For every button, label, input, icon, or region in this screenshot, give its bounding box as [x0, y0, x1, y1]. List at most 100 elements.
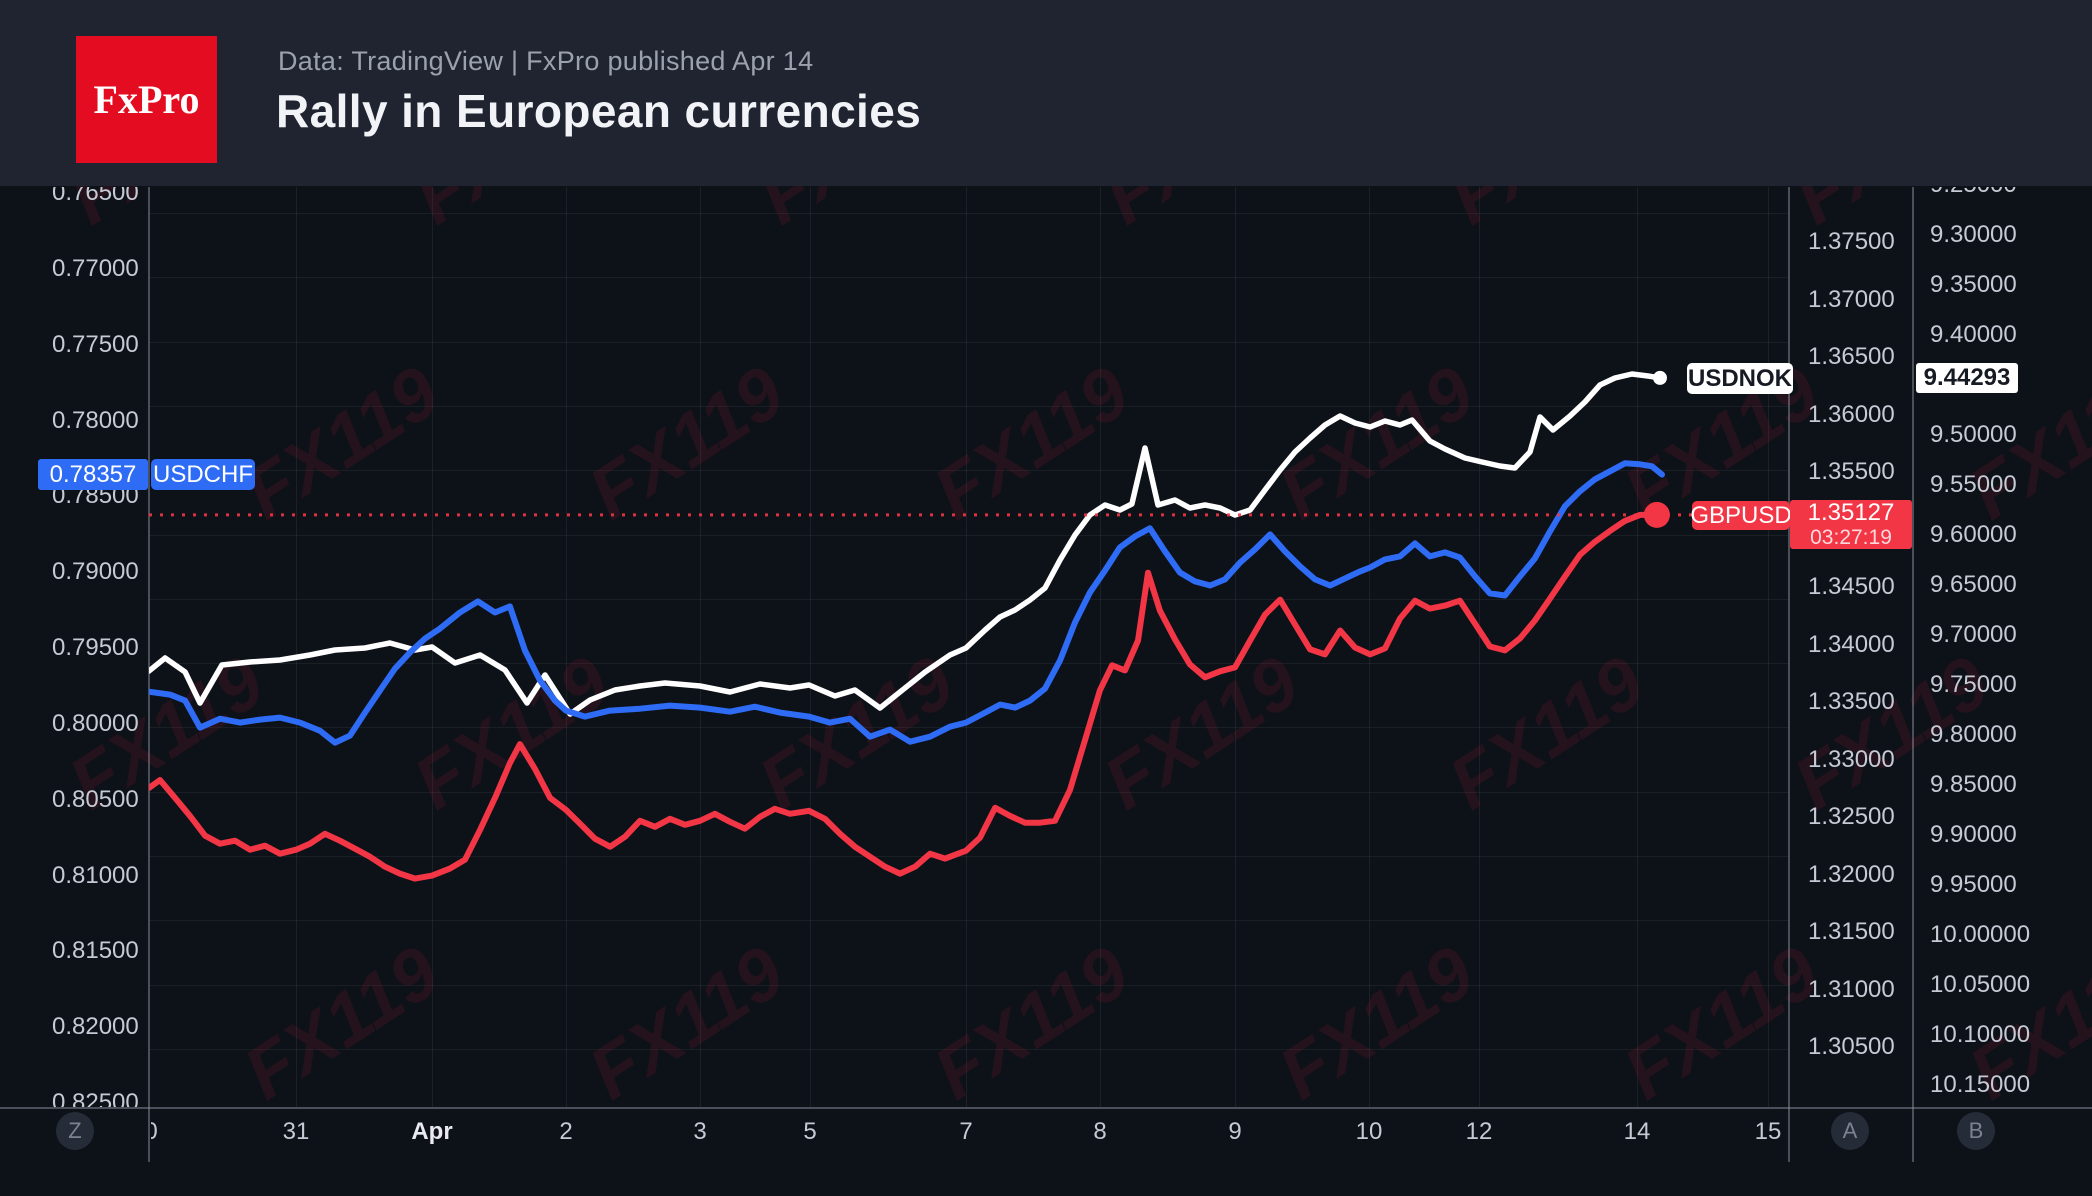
fxpro-logo: FxPro: [76, 36, 217, 163]
vertical-gridline: [1479, 187, 1480, 1107]
timezone-button[interactable]: Z: [56, 1112, 94, 1150]
horizontal-gridline: [149, 599, 1788, 600]
x-tick-5: 5: [803, 1118, 817, 1145]
horizontal-gridline: [149, 535, 1788, 536]
axis2-settings-button[interactable]: B: [1957, 1112, 1995, 1150]
right1-axis-tick: 1.36000: [1808, 400, 1895, 428]
right1-axis-tick: 1.31000: [1808, 975, 1895, 1003]
right1-axis-tick: 1.34000: [1808, 630, 1895, 658]
right2-axis-tick: 10.00000: [1930, 921, 2031, 948]
x-tick-Apr: Apr: [411, 1118, 453, 1145]
page-title: Rally in European currencies: [276, 85, 922, 137]
right2-axis-tick: 9.95000: [1930, 871, 2017, 898]
vertical-gridline: [1235, 187, 1236, 1107]
left-axis-tick: 0.80500: [52, 785, 139, 813]
header-bar: FxPro Data: TradingView | FxPro publishe…: [0, 0, 2092, 186]
gbpusd-line[interactable]: [149, 511, 1660, 882]
vertical-gridline: [810, 187, 811, 1107]
horizontal-gridline: [149, 663, 1788, 664]
x-tick-partial-30: 30: [151, 1118, 158, 1145]
right1-axis-tick: 1.30500: [1808, 1033, 1895, 1060]
right2-axis-tick: 9.30000: [1930, 221, 2017, 248]
right1-axis-tick: 1.36500: [1808, 343, 1895, 370]
left-axis-tick: 0.78000: [52, 406, 139, 434]
right2-axis-tick: 9.25000: [1930, 187, 2017, 197]
usdnok-price-label: 9.44293: [1916, 363, 2018, 393]
gbpusd-series-tag: GBPUSD: [1690, 501, 1792, 530]
horizontal-gridline: [149, 1049, 1788, 1050]
horizontal-gridline: [149, 406, 1788, 407]
x-tick-31: 31: [282, 1118, 310, 1145]
x-tick-3: 3: [693, 1118, 707, 1145]
right2-axis-tick: 9.35000: [1930, 271, 2017, 298]
right1-axis-tick: 1.32500: [1808, 803, 1895, 830]
right1-axis-tick: 1.37500: [1808, 228, 1895, 255]
left-axis-tick: 0.79000: [52, 558, 139, 586]
chart-source-subtitle: Data: TradingView | FxPro published Apr …: [278, 46, 814, 76]
right1-axis-tick: 1.32000: [1808, 860, 1895, 888]
vertical-gridline: [296, 187, 297, 1107]
right2-axis-tick: 10.15000: [1930, 1071, 2031, 1098]
usdchf-series-tag: USDCHF: [151, 459, 255, 490]
gbpusd-price-countdown-label: 1.35127 03:27:19: [1790, 500, 1912, 549]
horizontal-gridline: [149, 920, 1788, 921]
x-tick-7: 7: [959, 1118, 973, 1145]
vertical-gridline: [700, 187, 701, 1107]
horizontal-gridline: [149, 792, 1788, 793]
left-axis-tick: 0.77500: [52, 330, 139, 358]
right1-axis-tick: 1.34500: [1808, 573, 1895, 600]
x-tick-9: 9: [1228, 1118, 1242, 1145]
horizontal-gridline: [149, 213, 1788, 214]
time-axis-line: [0, 1107, 2092, 1109]
left-axis-tick: 0.80000: [52, 709, 139, 737]
right2-axis-tick: 10.05000: [1930, 971, 2031, 998]
axis1-settings-button[interactable]: A: [1831, 1112, 1869, 1150]
right2-axis-tick: 9.80000: [1930, 721, 2017, 748]
horizontal-gridline: [149, 470, 1788, 471]
gbpusd-end-dot: [1643, 501, 1670, 528]
right-price-axis-usdnok[interactable]: 9.250009.300009.350009.400009.450009.500…: [1914, 187, 2092, 1107]
left-axis-tick: 0.82000: [52, 1013, 139, 1041]
left-price-axis-usdchf[interactable]: 0.76500 0.77000 0.77500 0.78000 0.78500 0.790…: [0, 187, 148, 1107]
right2-axis-tick: 9.75000: [1930, 671, 2017, 698]
left-axis-tick: 0.81000: [52, 861, 139, 889]
fxpro-logo-text: FxPro: [93, 77, 200, 122]
x-tick-15: 15: [1754, 1118, 1782, 1145]
horizontal-gridline: [149, 277, 1788, 278]
usdnok-series-tag: USDNOK: [1687, 363, 1793, 394]
horizontal-gridline: [149, 727, 1788, 728]
right2-axis-tick: 10.10000: [1930, 1021, 2031, 1048]
vertical-gridline: [1768, 187, 1769, 1107]
vertical-gridline: [566, 187, 567, 1107]
right-price-axis-gbpusd[interactable]: 1.37500 1.37000 1.36500 1.36000 1.35500 1.345…: [1790, 187, 1911, 1107]
x-tick-12: 12: [1465, 1118, 1493, 1145]
x-tick-8: 8: [1093, 1118, 1107, 1145]
x-tick-10: 10: [1355, 1118, 1383, 1145]
left-axis-tick: 0.81500: [52, 937, 139, 965]
x-tick-14: 14: [1623, 1118, 1651, 1145]
right2-axis-tick: 9.85000: [1930, 771, 2017, 798]
right1-axis-tick: 1.37000: [1808, 285, 1895, 313]
right1-axis-tick: 1.31500: [1808, 918, 1895, 945]
right1-axis-tick: 1.33500: [1808, 688, 1895, 715]
right2-axis-tick: 9.40000: [1930, 321, 2017, 348]
left-axis-tick: 0.82500: [52, 1089, 139, 1108]
usdnok-end-dot: [1652, 370, 1667, 385]
right2-axis-tick: 9.70000: [1930, 621, 2017, 648]
horizontal-gridline: [149, 342, 1788, 343]
left-axis-tick: 0.79500: [52, 634, 139, 661]
usdchf-line[interactable]: [149, 460, 1665, 746]
vertical-gridline: [1369, 187, 1370, 1107]
left-axis-tick: 0.76500: [52, 187, 139, 206]
left-axis-separator: [148, 187, 150, 1162]
horizontal-gridline: [149, 856, 1788, 857]
usdchf-price-label: 0.78357: [38, 459, 148, 490]
vertical-gridline: [1637, 187, 1638, 1107]
right2-axis-tick: 9.90000: [1930, 821, 2017, 848]
left-axis-tick: 0.77000: [52, 254, 139, 282]
right2-axis-tick: 9.65000: [1930, 571, 2017, 598]
usdnok-line[interactable]: [149, 371, 1663, 717]
right2-axis-tick: 9.50000: [1930, 421, 2017, 448]
